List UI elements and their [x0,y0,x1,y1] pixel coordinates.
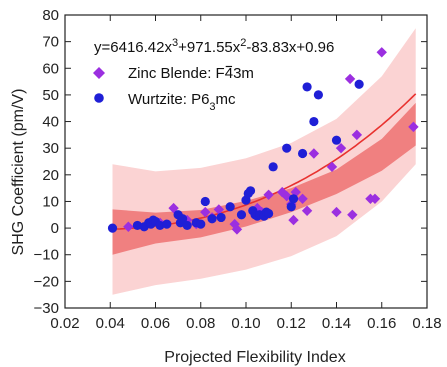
data-point-zinc-blende [344,73,356,85]
x-tick-label: 0.12 [277,315,306,332]
legend-label-zinc-blende: Zinc Blende: F43m [128,65,254,82]
data-point-zinc-blende [335,142,347,154]
y-tick-label: −30 [34,300,59,317]
data-point-zinc-blende [351,129,363,141]
data-point-wurtzite [245,186,256,196]
data-point-wurtzite [288,194,299,204]
data-point-wurtzite [282,143,292,153]
x-axis-title: Projected Flexibility Index [164,349,345,366]
data-point-wurtzite [331,135,342,145]
x-tick-label: 0.14 [322,315,351,332]
data-point-zinc-blende [347,209,358,220]
fit-equation-annotation: y=6416.42x3+971.55x2-83.83x+0.96 [94,37,334,56]
y-tick-label: 30 [42,140,59,157]
data-point-zinc-blende [326,161,338,173]
data-point-wurtzite [107,223,118,233]
data-point-wurtzite [216,212,226,223]
y-tick-label: 40 [42,114,59,131]
x-tick-label: 0.02 [50,315,79,332]
data-point-zinc-blende [369,193,381,204]
y-tick-label: −10 [34,247,59,264]
data-point-wurtzite [309,116,319,127]
y-tick-label: 10 [42,193,59,210]
legend: Zinc Blende: F43m Wurtzite: P63mc [93,65,254,113]
y-tick-label: 20 [42,167,59,184]
marker-layer [107,47,419,235]
data-point-wurtzite [182,220,192,231]
y-tick-label: 50 [42,87,59,104]
x-tick-label: 0.16 [367,315,396,332]
y-tick-label: −20 [34,273,59,290]
data-point-wurtzite [162,219,172,229]
y-tick-label: 60 [42,60,59,77]
data-point-zinc-blende [231,224,243,235]
y-axis-title: SHG Coefficient (pm/V) [10,89,27,256]
data-point-wurtzite [225,202,235,212]
x-tick-label: 0.04 [96,315,125,332]
data-point-wurtzite [200,196,210,207]
legend-marker-zinc-blende [93,67,105,79]
data-point-zinc-blende [408,121,419,133]
data-point-wurtzite [286,202,296,212]
data-point-zinc-blende [301,205,313,216]
x-tick-label: 0.06 [141,315,170,332]
y-tick-label: 70 [42,34,59,51]
legend-marker-wurtzite [94,93,104,103]
data-point-wurtzite [207,214,217,224]
x-tick-label: 0.18 [412,315,441,332]
data-point-zinc-blende [297,193,308,204]
data-point-zinc-blende [213,204,225,215]
data-point-zinc-blende [229,218,240,230]
data-point-wurtzite [268,162,278,172]
data-point-zinc-blende [123,221,134,232]
data-point-zinc-blende [331,206,342,218]
x-tick-label: 0.10 [231,315,260,332]
data-point-zinc-blende [376,47,387,58]
data-point-zinc-blende [288,214,299,226]
legend-label-wurtzite: Wurtzite: P63mc [128,91,236,113]
data-point-wurtzite [297,148,308,159]
data-point-wurtzite [196,219,206,229]
data-point-zinc-blende [200,206,211,218]
data-point-wurtzite [313,90,323,100]
data-point-zinc-blende [263,189,274,200]
x-tick-label: 0.08 [186,315,215,332]
y-tick-label: 0 [51,220,59,237]
y-tick-label: 80 [42,7,59,24]
data-point-wurtzite [264,208,274,219]
data-point-zinc-blende [308,148,320,159]
data-point-wurtzite [236,210,247,220]
data-point-wurtzite [178,214,188,224]
data-point-wurtzite [354,79,364,89]
axis-layer: 0.02 0.04 0.06 0.08 0.10 0.12 0.14 0.16 0.18 −30 −… [34,7,442,332]
data-point-wurtzite [302,82,312,92]
